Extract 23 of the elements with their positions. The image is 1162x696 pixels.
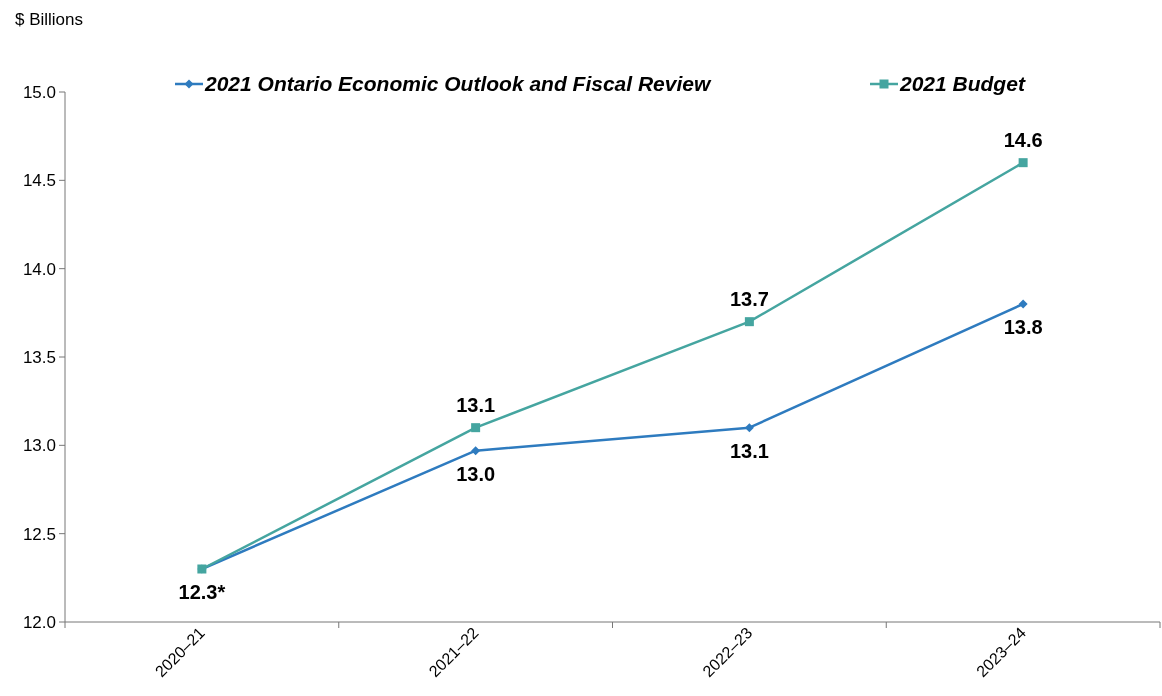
y-tick-label: 12.5 bbox=[22, 524, 56, 544]
y-tick-label: 13.5 bbox=[22, 347, 56, 367]
point bbox=[744, 317, 754, 327]
y-tick-label: 14.0 bbox=[22, 259, 56, 279]
data-label: 13.7 bbox=[729, 287, 769, 310]
data-label: 12.3* bbox=[178, 581, 226, 603]
data-label: 14.6 bbox=[1003, 128, 1043, 151]
point bbox=[1018, 299, 1028, 309]
legend-label: 2021 Budget bbox=[899, 72, 1026, 96]
y-axis-title: $ Billions bbox=[15, 10, 84, 29]
data-label: 13.0 bbox=[456, 462, 496, 485]
y-tick-label: 14.5 bbox=[22, 171, 56, 191]
y-tick-label: 12.0 bbox=[22, 612, 56, 632]
point bbox=[471, 423, 481, 433]
data-label: 13.8 bbox=[1003, 316, 1043, 338]
y-tick-label: 15.0 bbox=[22, 82, 56, 102]
legend-label: 2021 Ontario Economic Outlook and Fiscal Review bbox=[204, 72, 712, 96]
y-tick-label: 13.0 bbox=[22, 436, 56, 456]
data-label: 13.1 bbox=[456, 393, 496, 416]
point bbox=[471, 446, 481, 456]
point bbox=[1018, 158, 1028, 168]
data-label: 13.1 bbox=[729, 439, 769, 462]
point bbox=[744, 423, 754, 433]
